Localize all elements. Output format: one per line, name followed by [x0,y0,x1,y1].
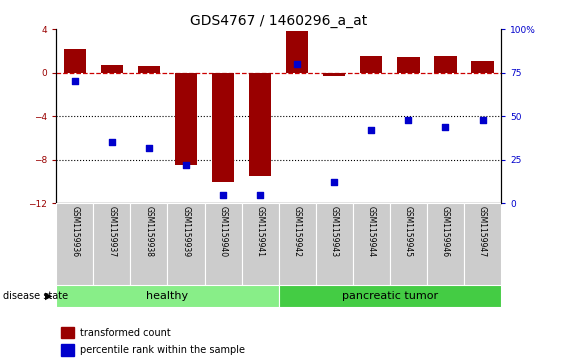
Point [256,192,265,197]
Text: GSM1159941: GSM1159941 [256,206,265,257]
Title: GDS4767 / 1460296_a_at: GDS4767 / 1460296_a_at [190,14,367,28]
Text: healthy: healthy [146,291,189,301]
Bar [175,73,197,165]
Point [293,61,302,67]
Bar [64,49,86,73]
Bar [242,203,279,285]
Bar [435,56,457,73]
Bar [471,61,494,73]
Text: GSM1159940: GSM1159940 [218,206,227,257]
Point [70,78,79,84]
Point [367,127,376,133]
Bar [93,203,131,285]
Bar [286,31,309,73]
Bar [316,203,353,285]
Text: ▶: ▶ [45,291,52,301]
Bar [464,203,501,285]
Text: GSM1159944: GSM1159944 [367,206,376,257]
Bar [212,73,234,182]
Text: pancreatic tumor: pancreatic tumor [342,291,438,301]
Point [218,192,227,197]
Point [181,162,190,168]
Bar [397,57,419,73]
Point [108,139,117,145]
Bar [390,203,427,285]
Point [145,144,154,150]
Bar [61,344,74,356]
Bar [249,73,271,176]
Bar [101,65,123,73]
Bar [279,203,316,285]
Bar [56,285,279,307]
Text: GSM1159937: GSM1159937 [108,206,117,257]
Point [404,117,413,123]
Text: GSM1159947: GSM1159947 [478,206,487,257]
Text: transformed count: transformed count [80,327,171,338]
Bar [353,203,390,285]
Point [441,124,450,130]
Text: disease state: disease state [3,291,68,301]
Text: GSM1159939: GSM1159939 [181,206,190,257]
Bar [279,285,501,307]
Text: GSM1159936: GSM1159936 [70,206,79,257]
Bar [56,203,93,285]
Point [330,179,339,185]
Bar [323,73,346,76]
Bar [204,203,242,285]
Bar [138,66,160,73]
Bar [427,203,464,285]
Text: GSM1159942: GSM1159942 [293,206,302,257]
Text: percentile rank within the sample: percentile rank within the sample [80,345,245,355]
Bar [131,203,168,285]
Bar [61,327,74,338]
Bar [168,203,204,285]
Text: GSM1159945: GSM1159945 [404,206,413,257]
Text: GSM1159938: GSM1159938 [145,206,154,257]
Text: GSM1159946: GSM1159946 [441,206,450,257]
Text: GSM1159943: GSM1159943 [330,206,339,257]
Bar [360,56,382,73]
Point [478,117,487,123]
